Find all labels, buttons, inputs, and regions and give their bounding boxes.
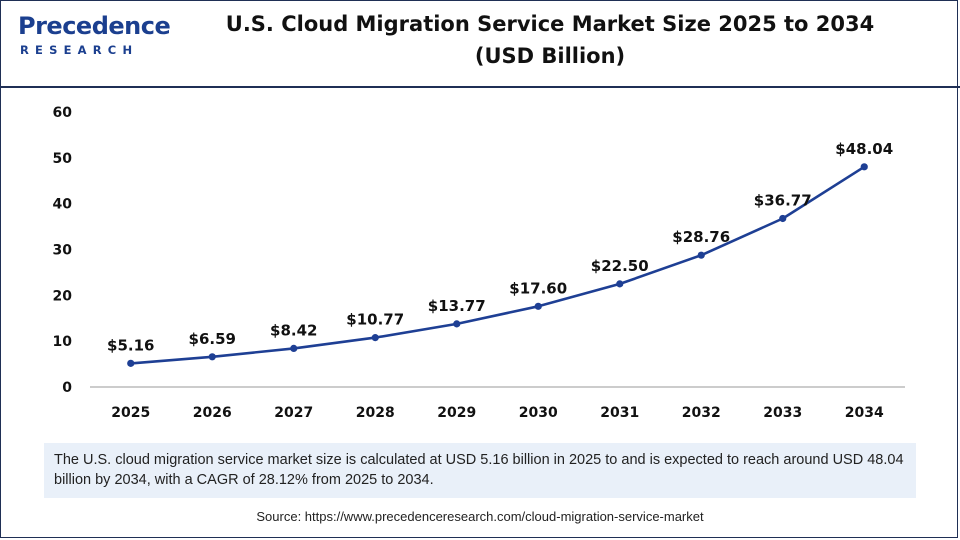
data-point — [290, 344, 298, 353]
x-tick-label: 2029 — [437, 405, 476, 421]
data-label: $36.77 — [754, 191, 812, 209]
x-tick-label: 2028 — [356, 405, 395, 421]
data-point — [453, 320, 461, 328]
chart-title-line-1: U.S. Cloud Migration Service Market Size… — [225, 12, 875, 36]
data-point — [208, 353, 216, 361]
x-tick-label: 2026 — [193, 405, 232, 421]
y-tick-label: 40 — [53, 197, 73, 213]
series-line — [130, 165, 865, 365]
data-point — [616, 280, 624, 288]
data-point — [127, 359, 135, 367]
chart-title: U.S. Cloud Migration Service Market Size… — [200, 8, 900, 72]
data-label: $10.77 — [346, 311, 404, 329]
chart-title-line-2: (USD Billion) — [474, 44, 626, 68]
y-tick-label: 60 — [53, 105, 73, 121]
x-tick-label: 2027 — [274, 405, 313, 421]
y-tick-label: 10 — [53, 334, 73, 350]
data-point — [697, 251, 705, 259]
data-point — [860, 163, 868, 171]
x-tick-label: 2025 — [111, 405, 150, 421]
header-divider — [0, 86, 960, 88]
source-citation: Source: https://www.precedenceresearch.c… — [256, 509, 704, 524]
data-label: $13.77 — [428, 297, 486, 315]
data-label: $17.60 — [509, 279, 567, 297]
y-tick-label: 50 — [53, 151, 73, 167]
data-label: $6.59 — [189, 330, 236, 348]
summary-note: The U.S. cloud migration service market … — [44, 443, 916, 498]
data-label: $28.76 — [672, 228, 730, 246]
data-label: $48.04 — [835, 140, 893, 158]
header: Precedence RESEARCH U.S. Cloud Migration… — [0, 0, 960, 86]
data-label: $22.50 — [591, 257, 649, 275]
data-label: $8.42 — [270, 321, 317, 339]
logo-wordmark: Precedence — [18, 12, 171, 40]
data-point — [534, 302, 542, 310]
x-tick-label: 2033 — [763, 405, 802, 421]
data-point — [779, 214, 787, 223]
x-tick-label: 2034 — [845, 405, 884, 421]
data-label: $5.16 — [107, 336, 154, 354]
x-tick-label: 2032 — [682, 405, 721, 421]
x-tick-label: 2031 — [600, 405, 639, 421]
precedence-research-logo: Precedence RESEARCH — [18, 12, 171, 64]
y-tick-label: 20 — [53, 288, 73, 304]
y-tick-label: 0 — [62, 380, 72, 396]
data-point — [371, 334, 379, 342]
x-tick-label: 2030 — [519, 405, 558, 421]
y-tick-label: 30 — [53, 243, 73, 259]
logo-subtitle: RESEARCH — [20, 43, 139, 57]
